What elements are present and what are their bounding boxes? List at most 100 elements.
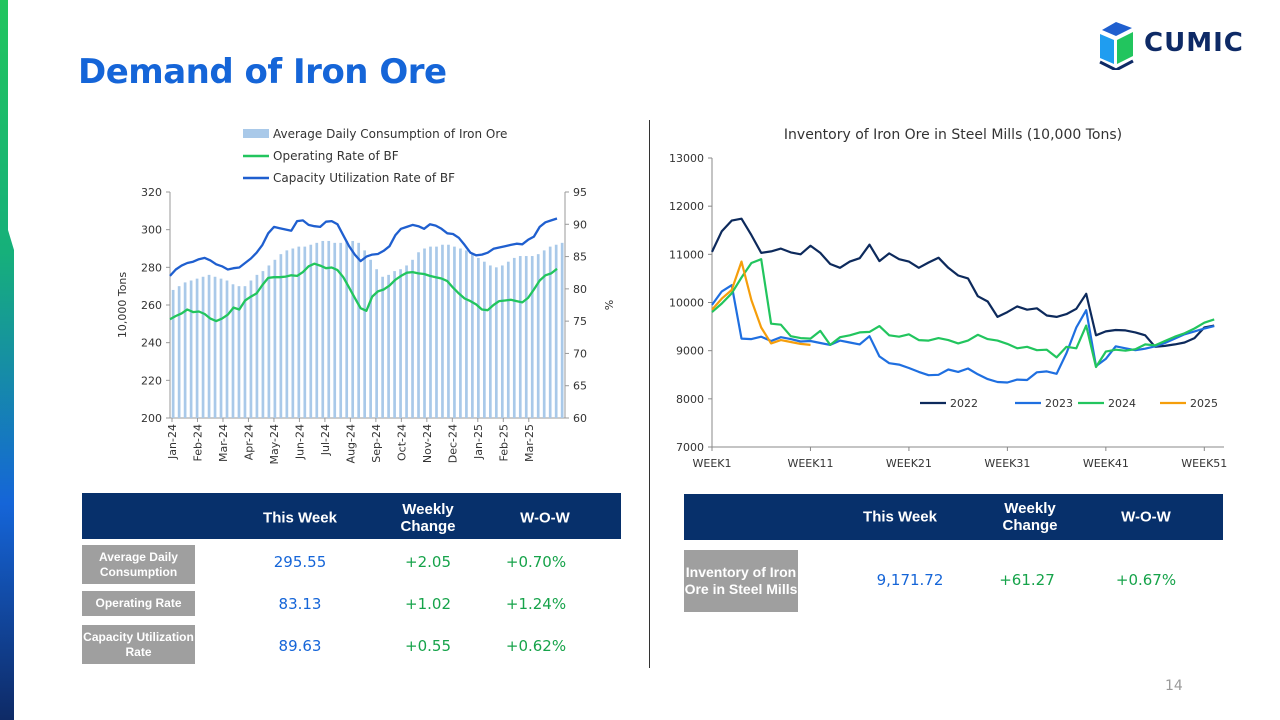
consumption-bar [548, 246, 552, 418]
consumption-bar [405, 265, 408, 418]
consumption-bar [459, 248, 462, 418]
right-table-header: This Week Weekly Change W-O-W [684, 494, 1223, 540]
header-wow: W-O-W [1121, 508, 1171, 526]
x-tick-label: Jan-24 [166, 424, 179, 460]
y-tick-label-right: 90 [573, 218, 587, 231]
consumption-bar [530, 256, 534, 418]
series-line-2024 [711, 258, 1215, 369]
x-tick-label: Jun-24 [293, 424, 306, 460]
x-tick-label: Feb-25 [497, 424, 510, 461]
operating-rate-line [169, 262, 558, 323]
x-tick-label: Mar-25 [523, 424, 536, 462]
header-this-week: This Week [263, 509, 337, 527]
operating-rate-this-week: 83.13 [278, 595, 322, 613]
consumption-bar [303, 246, 307, 418]
x-tick-label: WEEK11 [787, 457, 833, 470]
x-tick-label: Jul-24 [319, 424, 332, 456]
consumption-bar [231, 284, 235, 418]
x-tick-label: Oct-24 [395, 424, 408, 461]
side-accent-stripe [0, 0, 14, 720]
legend-label: Operating Rate of BF [273, 149, 399, 163]
consumption-bar [345, 240, 349, 418]
header-weekly-change: Weekly Change [1002, 500, 1058, 534]
consumption-bar [429, 246, 432, 418]
x-tick-label: WEEK31 [984, 457, 1030, 470]
capacity-utilization-wow: +0.62% [505, 637, 567, 655]
inventory-this-week: 9,171.72 [876, 571, 944, 589]
consumption-bar [393, 271, 396, 418]
y-tick-label-right: 85 [573, 251, 587, 264]
consumption-bar [369, 259, 372, 418]
consumption-bar [441, 244, 444, 418]
consumption-bar [273, 259, 277, 418]
y-axis-title-right: % [602, 300, 615, 310]
page-number: 14 [1165, 678, 1183, 694]
consumption-bar [225, 280, 229, 418]
y-tick-label: 13000 [669, 152, 704, 165]
consumption-bar [536, 254, 540, 418]
y-tick-label: 8000 [676, 393, 704, 406]
cumic-logo-icon [1099, 22, 1134, 70]
consumption-bar [309, 244, 313, 418]
row-label-inventory: Inventory of Iron Ore in Steel Mills [684, 550, 798, 612]
consumption-bar [554, 244, 558, 418]
series-line-2025 [711, 260, 811, 346]
row-label-avg-consumption: Average Daily Consumption [82, 545, 195, 584]
consumption-bar [381, 276, 384, 418]
x-tick-label: Sep-24 [370, 424, 383, 463]
consumption-bar [542, 250, 546, 418]
consumption-bar [524, 256, 528, 418]
row-label-capacity-utilization: Capacity Utilization Rate [82, 625, 195, 664]
operating-rate-wow: +1.24% [505, 595, 567, 613]
consumption-bar [327, 240, 331, 418]
inventory-wow: +0.67% [1115, 571, 1177, 589]
y-tick-label-left: 260 [141, 299, 162, 312]
consumption-bar [219, 278, 223, 418]
consumption-bar [477, 257, 480, 418]
consumption-bar [237, 286, 241, 418]
consumption-bar [363, 250, 367, 418]
column-divider [649, 120, 650, 668]
brand-name: CUMIC [1144, 28, 1244, 58]
x-tick-label: WEEK41 [1083, 457, 1129, 470]
page-title: Demand of Iron Ore [78, 52, 447, 92]
y-tick-label: 7000 [676, 441, 704, 454]
chart-title: Inventory of Iron Ore in Steel Mills (10… [784, 127, 1122, 143]
avg-consumption-change: +2.05 [405, 553, 451, 571]
cumic-logo: CUMIC [1096, 20, 1256, 70]
series-line-2022 [711, 217, 1215, 348]
x-tick-label: Apr-24 [242, 424, 255, 460]
consumption-bar [279, 254, 283, 418]
consumption-bar [417, 252, 420, 418]
y-tick-label-left: 220 [141, 374, 162, 387]
consumption-bar [518, 256, 522, 418]
x-tick-label: WEEK51 [1181, 457, 1227, 470]
x-tick-label: Feb-24 [191, 424, 204, 461]
y-tick-label-left: 240 [141, 337, 162, 350]
capacity-utilization-this-week: 89.63 [278, 637, 322, 655]
header-wow: W-O-W [520, 509, 570, 527]
y-tick-label: 9000 [676, 345, 704, 358]
x-tick-label: May-24 [268, 424, 281, 465]
legend-label: Capacity Utilization Rate of BF [273, 171, 455, 185]
consumption-bar [435, 246, 438, 418]
y-tick-label-left: 300 [141, 224, 162, 237]
consumption-bar [195, 278, 199, 418]
y-tick-label: 11000 [669, 248, 704, 261]
legend-label: Average Daily Consumption of Iron Ore [273, 127, 507, 141]
y-tick-label: 12000 [669, 200, 704, 213]
consumption-bar [488, 265, 492, 418]
y-tick-label: 10000 [669, 297, 704, 310]
consumption-bar [357, 242, 361, 418]
y-tick-label-left: 320 [141, 186, 162, 199]
capacity-utilization-line [169, 217, 558, 277]
legend-label-2022: 2022 [950, 397, 978, 410]
consumption-bar [333, 242, 337, 418]
consumption-bar [177, 286, 181, 418]
consumption-bar [321, 240, 325, 418]
consumption-bar [506, 261, 510, 418]
legend-swatch-consumption [243, 129, 269, 138]
consumption-bar [471, 254, 474, 418]
y-tick-label-right: 75 [573, 315, 587, 328]
y-tick-label-left: 200 [141, 412, 162, 425]
